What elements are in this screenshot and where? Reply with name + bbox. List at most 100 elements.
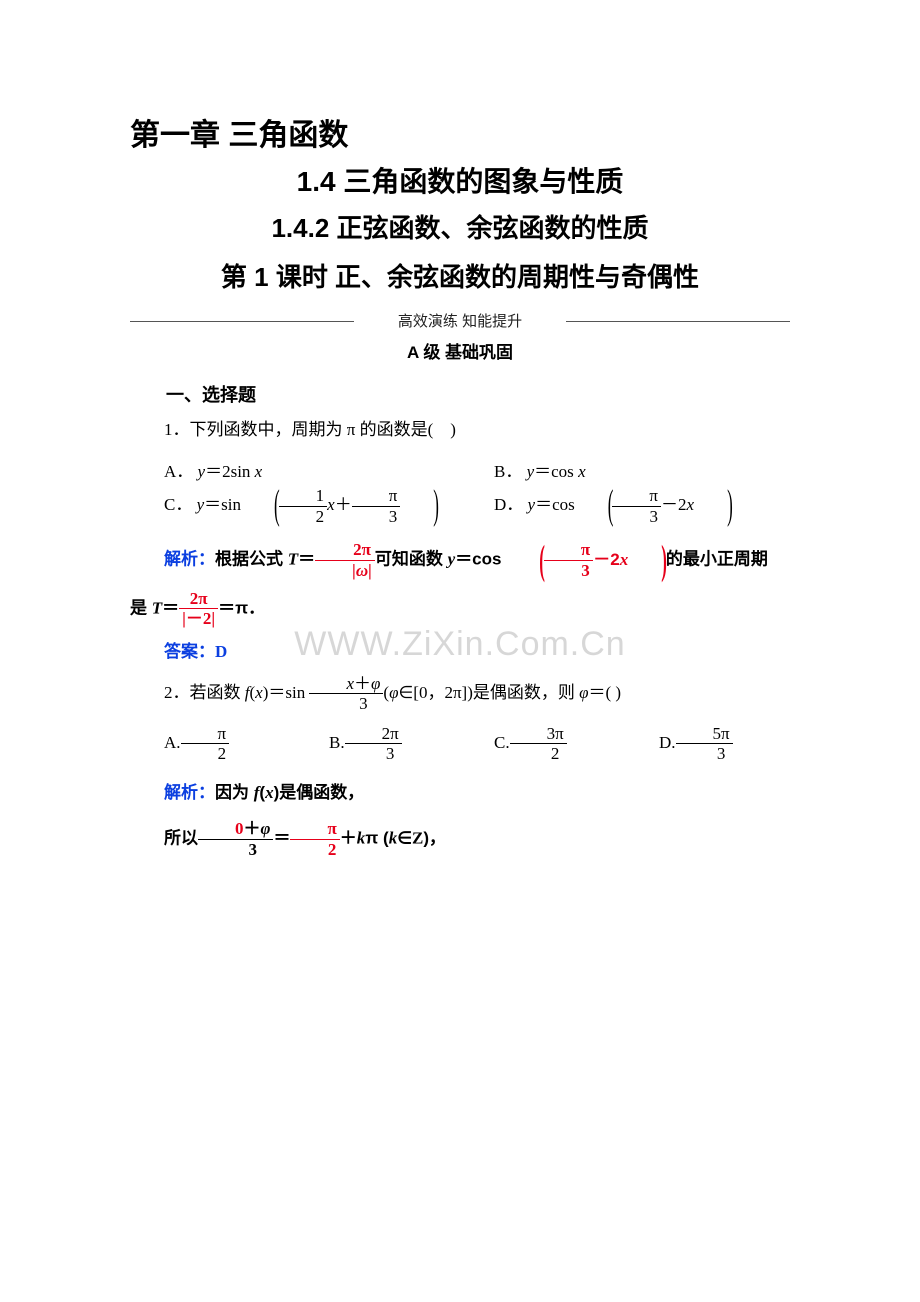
txt: 2．若函数 [164,683,245,702]
q1-ana2-frac: 2π|－2| [179,589,218,629]
divider: 高效演练 知能提升 [130,310,790,332]
rparen-icon: ) [399,482,439,530]
q1-optA-eq: ＝2sin [205,462,255,481]
q1-optA: A． y＝2sin x [130,457,460,482]
txt: 因为 [215,783,254,802]
txt: )＝sin [263,683,306,702]
q2-stem: 2．若函数 f(x)＝sin x＋φ3(φ∈[0，2π])是偶函数，则 φ＝( … [130,674,790,714]
rparen-icon: ) [693,482,733,530]
frac-num: π [290,819,339,840]
frac-num: 2π [315,540,375,561]
rparen-icon: ) [627,516,667,606]
q1-stem-text: 1．下列函数中，周期为 π 的函数是( [164,420,433,439]
plus: ＋ [244,819,261,838]
sym-k: k [389,829,398,848]
txt: ∈[0，2π])是偶函数，则 [398,683,579,702]
phi: φ [371,674,380,693]
q1-analysis-1: 解析：根据公式 T＝2π|ω|可知函数 y＝cos (π3－2x)的最小正周期 [130,540,790,580]
q1-optC-frac1: 12 [279,486,328,526]
lparen-icon: ( [505,516,545,606]
label: C. [494,733,510,752]
txt: 根据公式 [215,550,288,569]
subsection-title: 1.4.2 正弦函数、余弦函数的性质 [130,208,790,245]
frac: 3π2 [510,724,567,764]
txt: 是 [130,598,152,617]
plus: ＋ [335,495,352,514]
in: ∈ [397,829,412,848]
q1-ana-frac2: π3 [544,540,593,580]
q1-optA-label: A． [164,462,193,481]
q1-optC-eq: ＝sin [204,495,241,514]
frac-den: |ω| [352,561,372,580]
q1-optD-y: y [528,495,536,514]
q1-options-row2: C． y＝sin(12x＋π3) D． y＝cos(π3－2x) [130,486,790,526]
q2-optC: C.3π2 [460,724,625,764]
q2-options: A.π2 B.2π3 C.3π2 D.5π3 [130,724,790,764]
eq: ＝ [298,550,315,569]
frac-den: 2 [181,744,230,764]
txt: ＝π． [218,598,265,617]
lparen-icon: ( [574,482,614,530]
q1-optD-eq: ＝cos [535,495,575,514]
frac-den: 2 [279,507,328,527]
frac-num: π [352,486,401,507]
x: x [346,674,354,693]
zero: 0 [235,819,244,838]
q1-optA-y: y [198,462,206,481]
analysis-label: 解析： [164,550,215,569]
frac-den: 3 [309,694,383,714]
txt: 所以 [164,829,198,848]
q1-optC: C． y＝sin(12x＋π3) [130,486,460,526]
analysis-label: 解析： [164,783,215,802]
frac-den: 3 [544,561,593,581]
frac: 5π3 [676,724,733,764]
part-heading: 一、选择题 [130,381,790,407]
chapter-title: 第一章 三角函数 [130,110,790,154]
frac: 2π3 [345,724,402,764]
q1-optD-label: D． [494,495,523,514]
q1-options-row1: A． y＝2sin x B． y＝cos x [130,457,790,482]
frac-num: 2π [179,589,218,610]
eq: ＝ [273,829,290,848]
sym-T: T [288,550,298,569]
q1-optB-label: B． [494,462,522,481]
frac-num: π [612,486,661,507]
txt: 可知函数 [375,550,448,569]
q2-stem-frac: x＋φ3 [309,674,383,714]
q1-optB-y: y [527,462,535,481]
plus: ＋ [340,829,357,848]
label: D. [659,733,676,752]
sym-k: k [357,829,366,848]
frac-num: π [181,724,230,745]
frac-num: π [544,540,593,561]
frac-den: 3 [198,840,273,860]
q2-l2-frac1: 0＋φ 3 [198,819,273,859]
frac-den: 2 [510,744,567,764]
minus: － [661,495,678,514]
sym-Z: Z [412,829,423,848]
eq: ＝cos [455,550,501,569]
q1-optD-2: 2 [678,495,687,514]
level-label: A 级 基础巩固 [130,338,790,363]
q1-optC-label: C． [164,495,192,514]
minus: － [593,550,610,569]
txt: )是偶函数， [274,783,365,802]
q2-optB: B.2π3 [295,724,460,764]
q1-optC-x: x [327,495,335,514]
frac-den: 2 [290,840,339,860]
section-title: 1.4 三角函数的图象与性质 [130,160,790,200]
frac-den: 3 [345,744,402,764]
q1-analysis-2: 是 T＝2π|－2|＝π． [130,589,790,629]
two: 2 [610,550,619,569]
q1-optB: B． y＝cos x [460,457,790,482]
phi: φ [261,819,271,838]
frac-den: 3 [352,507,401,527]
q2-optA: A.π2 [130,724,295,764]
q1-optC-y: y [197,495,205,514]
q1-optB-eq: ＝cos [534,462,578,481]
lparen-icon: ( [240,482,280,530]
frac-num: 5π [676,724,733,745]
q2-analysis-2: 所以0＋φ3＝π2＋kπ (k∈Z)， [130,819,790,859]
q1-optA-x: x [255,462,263,481]
frac-num: 1 [279,486,328,507]
